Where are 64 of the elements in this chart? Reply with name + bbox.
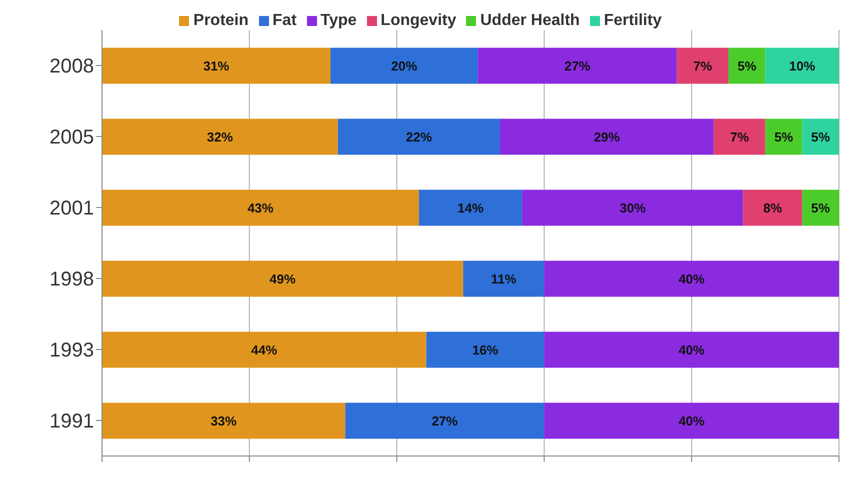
bar xyxy=(102,118,338,155)
bar xyxy=(102,260,464,297)
legend-label: Fertility xyxy=(604,12,662,29)
data-label: 10% xyxy=(789,58,816,74)
data-label: 27% xyxy=(432,413,458,428)
y-tick-label: 2001 xyxy=(50,198,94,220)
bar xyxy=(765,118,802,155)
data-label: 30% xyxy=(620,200,646,216)
legend-label: Fat xyxy=(272,12,297,29)
data-label: 40% xyxy=(678,413,706,428)
bar xyxy=(426,332,544,368)
legend-label: Protein xyxy=(193,12,249,29)
data-label: 31% xyxy=(203,58,230,74)
data-label: 44% xyxy=(251,342,278,358)
data-label: 5% xyxy=(811,129,830,144)
bar xyxy=(478,48,677,84)
data-label: 7% xyxy=(730,129,750,144)
data-label: 11% xyxy=(491,271,517,286)
y-tick-label: 1998 xyxy=(50,268,94,291)
bar xyxy=(338,118,500,155)
bar xyxy=(802,118,839,155)
bar xyxy=(102,190,419,226)
data-label: 22% xyxy=(406,129,432,144)
data-label: 43% xyxy=(247,200,274,216)
data-label: 5% xyxy=(774,129,794,144)
bar xyxy=(802,190,839,226)
data-label: 40% xyxy=(678,342,706,358)
bar xyxy=(728,48,766,84)
bar xyxy=(463,260,544,297)
data-label: 8% xyxy=(763,200,782,216)
data-label: 14% xyxy=(457,200,484,216)
data-label: 27% xyxy=(564,58,591,74)
bar xyxy=(102,48,330,84)
data-label: 29% xyxy=(594,129,620,144)
bar xyxy=(330,48,478,84)
bar xyxy=(765,48,839,84)
bar xyxy=(522,190,744,226)
legend-label: Udder Health xyxy=(480,12,580,29)
legend-label: Type xyxy=(320,12,357,29)
data-label: 49% xyxy=(270,271,296,286)
data-label: 32% xyxy=(206,129,234,144)
bar xyxy=(714,118,766,155)
y-tick-label: 1993 xyxy=(50,340,94,362)
y-tick-label: 2005 xyxy=(50,126,94,149)
bar xyxy=(676,48,728,84)
bar xyxy=(500,118,714,155)
data-label: 33% xyxy=(210,413,238,428)
legend-label: Longevity xyxy=(380,12,456,29)
y-tick-label: 1991 xyxy=(50,410,94,433)
data-label: 40% xyxy=(678,271,706,286)
data-label: 7% xyxy=(693,58,712,74)
bar xyxy=(544,402,839,439)
data-label: 20% xyxy=(391,58,418,74)
bar xyxy=(544,332,839,368)
y-tick-label: 2008 xyxy=(50,56,94,78)
bar xyxy=(418,190,522,226)
data-label: 5% xyxy=(737,58,757,74)
bar xyxy=(743,190,802,226)
bar xyxy=(544,260,839,297)
bar xyxy=(345,402,544,439)
bar xyxy=(102,332,426,368)
bar xyxy=(102,402,346,439)
data-label: 5% xyxy=(811,200,830,216)
data-label: 16% xyxy=(472,342,499,358)
